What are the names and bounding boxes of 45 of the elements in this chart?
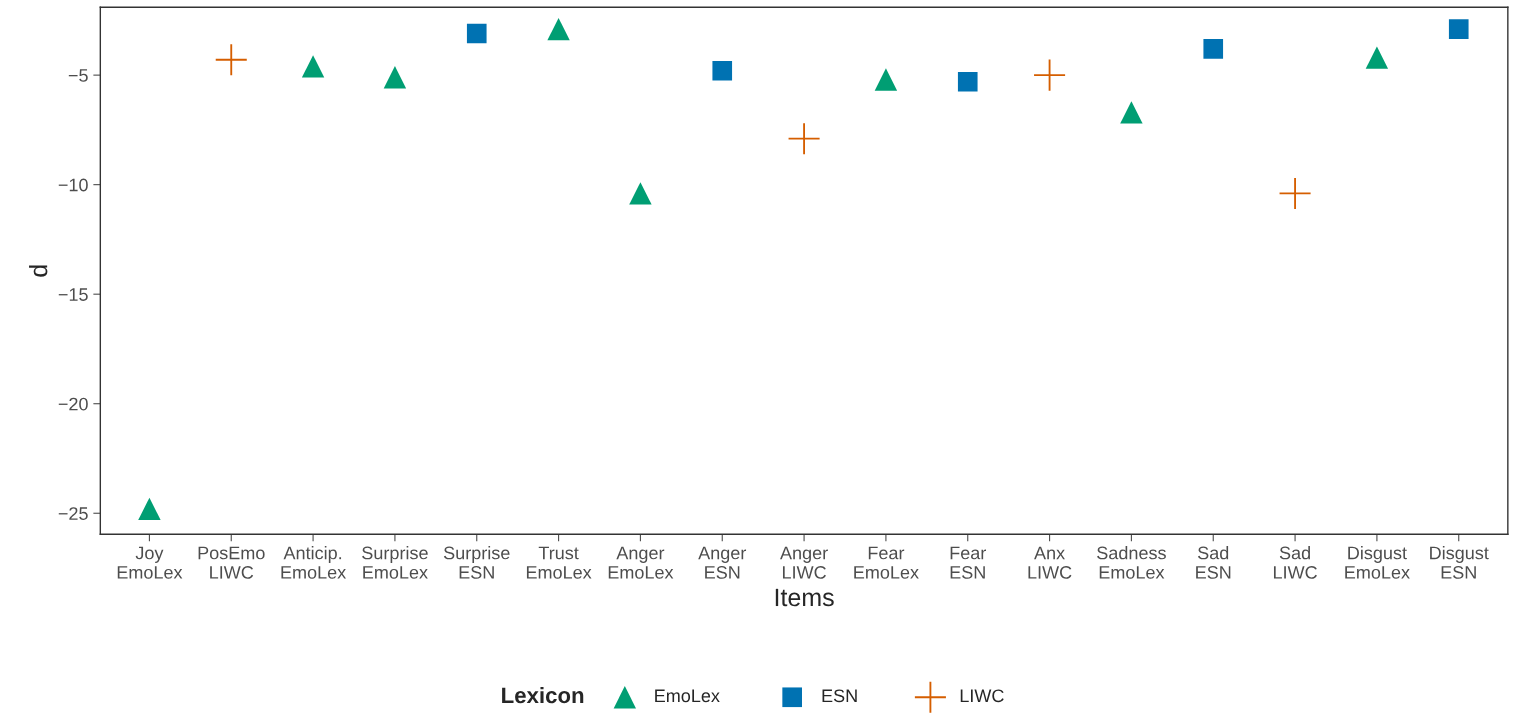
point [788,123,820,155]
point [957,71,978,92]
x-tick-label: Surprise ESN [443,546,510,579]
x-tick-label: Disgust ESN [1430,546,1489,579]
x-tick-label: PosEmo LIWC [198,546,265,579]
x-tick-label: Anticip. EmoLex [281,546,347,579]
x-tick-label: Anger LIWC [780,546,828,579]
point [1120,101,1143,124]
point [138,497,161,521]
point [215,44,247,76]
x-tick-label: Trust EmoLex [526,546,592,579]
x-tick-label: Fear ESN [950,546,987,579]
x-tick-label: Surprise EmoLex [362,546,428,579]
x-tick-label: Joy EmoLex [117,546,183,579]
y-tick-label: −10 [58,178,88,192]
y-axis-title: d [29,265,48,277]
point [1448,19,1469,39]
x-tick-label: Sad ESN [1196,546,1231,579]
point [466,23,487,44]
point [1203,39,1224,59]
x-tick-label: Fear EmoLex [854,546,919,579]
x-tick-label: Disgust EmoLex [1345,546,1410,579]
x-tick-label: Sadness EmoLex [1097,546,1166,579]
legend-label: EmoLex [655,689,720,703]
legend-title: Lexicon [502,686,584,704]
point [1365,46,1389,69]
legend-label: LIWC [960,689,1004,703]
point [1279,177,1311,209]
x-tick-label: Anger EmoLex [608,546,674,579]
point [1034,59,1066,91]
y-tick-label: −20 [58,397,88,411]
point [301,55,325,78]
y-tick-label: −5 [68,69,88,82]
x-tick-label: Anger ESN [698,546,747,579]
point [383,66,407,89]
y-tick-label: −25 [58,507,88,520]
x-tick-label: Sad LIWC [1273,546,1317,579]
point [874,68,898,91]
x-axis-title: Items [775,588,834,607]
point [712,60,733,81]
x-tick-label: Anx LIWC [1028,546,1072,579]
point [629,182,652,205]
point [547,17,570,41]
y-tick-label: −15 [58,288,88,301]
legend-label: ESN [822,689,857,703]
